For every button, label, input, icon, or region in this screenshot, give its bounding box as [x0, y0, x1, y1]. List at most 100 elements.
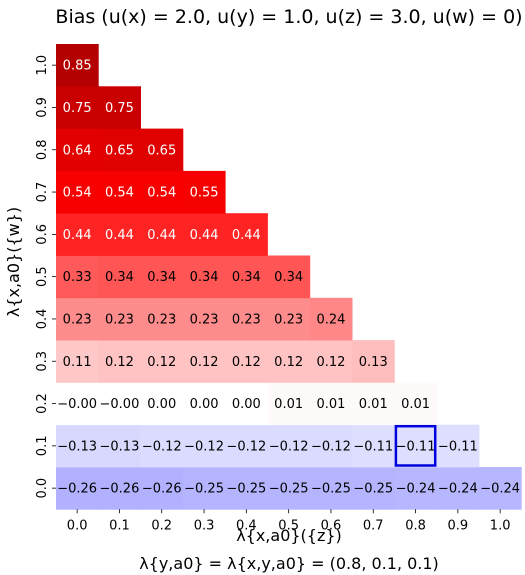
cell-value-label: 0.44 — [105, 228, 134, 243]
y-tick-label: 0.4 — [35, 309, 50, 330]
heatmap-cell-0.0-0.7 — [56, 170, 99, 214]
heatmap-cell-0.0-0.1 — [56, 424, 99, 468]
heatmap-cell-0.1-0.9 — [98, 86, 141, 129]
highlight-box — [394, 424, 437, 467]
x-tick-label: 0.5 — [278, 518, 299, 533]
cell-value-label: 0.33 — [63, 270, 92, 285]
cell-value-label: 0.01 — [401, 397, 430, 412]
cell-value-label: 0.34 — [105, 270, 134, 285]
heatmap-cell-0.6-0.2 — [309, 382, 353, 426]
heatmap-cell-0.4-0.3 — [225, 340, 268, 383]
heatmap-cell-0.1-0.5 — [98, 255, 141, 299]
cell-value-label: 0.23 — [147, 312, 176, 327]
cell-value-label: 0.34 — [147, 270, 176, 285]
cell-value-label: −0.12 — [142, 439, 182, 454]
heatmap-cell-0.6-0.1 — [309, 424, 353, 468]
cell-value-label: 0.01 — [359, 397, 388, 412]
heatmap-cell-0.4-0.2 — [225, 382, 268, 426]
cell-value-label: 0.44 — [63, 228, 92, 243]
heatmap-cell-0.9-0.1 — [436, 424, 480, 468]
cell-value-label: −0.26 — [142, 482, 182, 497]
heatmap-cell-0.1-0.0 — [98, 467, 141, 510]
x-tick-label: 0.4 — [236, 518, 257, 533]
cell-value-label: 0.13 — [359, 355, 388, 370]
x-tick-label: 0.7 — [363, 518, 384, 533]
heatmap-cell-0.0-0.8 — [56, 128, 99, 172]
heatmap-cell-0.7-0.2 — [352, 382, 395, 426]
y-tick-label: 0.0 — [35, 478, 50, 499]
cell-value-label: 0.12 — [190, 355, 219, 370]
y-axis-ticks: 0.0 0.1 0.2 0.3 0.4 0.5 0.6 0.7 0.8 0.9 1.0 — [35, 55, 56, 499]
cell-value-label: 0.23 — [232, 312, 261, 327]
cell-value-label: 0.44 — [190, 228, 219, 243]
heatmap-cell-0.6-0.0 — [309, 467, 353, 510]
cell-value-label: −0.25 — [226, 482, 266, 497]
y-tick-label: 0.5 — [35, 266, 50, 287]
cell-value-label: 0.00 — [190, 397, 219, 412]
heatmap-cell-0.5-0.0 — [267, 467, 311, 510]
heatmap-cell-0.2-0.4 — [140, 297, 184, 341]
heatmap-cell-0.5-0.3 — [267, 340, 311, 383]
y-tick-label: 0.1 — [35, 436, 50, 457]
x-tick-label: 0.8 — [405, 518, 426, 533]
heatmap-cell-0.3-0.5 — [182, 255, 226, 299]
cell-value-label: 0.64 — [63, 143, 92, 158]
y-tick-label: 0.3 — [35, 351, 50, 372]
heatmap-cell-0.7-0.1 — [352, 424, 395, 468]
heatmap-cell-0.5-0.5 — [267, 255, 311, 299]
cell-value-label: 0.01 — [316, 397, 345, 412]
cell-value-label: 0.75 — [105, 101, 134, 116]
cell-value-label: 0.75 — [63, 101, 92, 116]
heatmap-cell-0.1-0.3 — [98, 340, 141, 383]
heatmap-cell-0.5-0.1 — [267, 424, 311, 468]
heatmap-cell-1.0-0.0 — [479, 467, 522, 510]
heatmap-cell-0.4-0.5 — [225, 255, 268, 299]
heatmap-cell-0.4-0.6 — [225, 213, 268, 256]
cell-value-label: 0.01 — [274, 397, 303, 412]
heatmap-cell-0.5-0.4 — [267, 297, 311, 341]
cell-value-label: −0.00 — [100, 397, 140, 412]
heatmap-cell-0.0-0.9 — [56, 86, 99, 129]
cell-value-label: 0.12 — [232, 355, 261, 370]
x-axis-ticks: 0.0 0.1 0.2 0.3 0.4 0.5 0.6 0.7 0.8 0.9 1.0 — [67, 509, 511, 533]
heatmap-cell-0.3-0.1 — [182, 424, 226, 468]
heatmap-cell-0.4-0.0 — [225, 467, 268, 510]
heatmap-cell-0.4-0.4 — [225, 297, 268, 341]
heatmap-cell-0.8-0.1 — [394, 424, 438, 468]
cell-value-label: 0.11 — [63, 355, 92, 370]
heatmap-cell-0.6-0.4 — [309, 297, 353, 341]
cell-value-label: 0.34 — [190, 270, 219, 285]
y-tick-label: 0.6 — [35, 224, 50, 245]
heatmap-cell-0.1-0.2 — [98, 382, 141, 426]
heatmap-cell-0.5-0.2 — [267, 382, 311, 426]
cell-value-label: −0.11 — [396, 439, 436, 454]
cell-value-label: −0.12 — [311, 439, 351, 454]
cell-value-label: −0.24 — [438, 482, 478, 497]
cell-value-label: −0.11 — [438, 439, 478, 454]
y-tick-label: 0.8 — [35, 139, 50, 160]
heatmap-cell-0.3-0.6 — [182, 213, 226, 256]
cell-value-label: 0.54 — [63, 186, 92, 201]
cell-value-label: 0.12 — [147, 355, 176, 370]
cell-value-label: −0.12 — [269, 439, 309, 454]
cell-value-label: 0.65 — [105, 143, 134, 158]
cell-value-label: −0.26 — [57, 482, 97, 497]
heatmap-cell-0.3-0.3 — [182, 340, 226, 383]
heatmap-cell-0.8-0.2 — [394, 382, 438, 426]
x-tick-label: 1.0 — [490, 518, 511, 533]
cell-value-label: 0.00 — [147, 397, 176, 412]
cell-value-label: 0.85 — [63, 59, 92, 74]
cell-value-label: −0.24 — [480, 482, 520, 497]
cell-value-label: 0.54 — [105, 186, 134, 201]
chart-title: Bias (u(x) = 2.0, u(y) = 1.0, u(z) = 3.0… — [55, 6, 522, 28]
cell-value-label: −0.12 — [226, 439, 266, 454]
heatmap-cell-0.2-0.5 — [140, 255, 184, 299]
heatmap-cell-0.6-0.3 — [309, 340, 353, 383]
heatmap-cell-0.1-0.1 — [98, 424, 141, 468]
cell-value-label: −0.25 — [184, 482, 224, 497]
heatmap-cell-0.3-0.7 — [182, 170, 226, 214]
heatmap-cell-0.0-0.3 — [56, 340, 99, 383]
cell-value-label: 0.24 — [316, 312, 345, 327]
cell-value-label: −0.24 — [396, 482, 436, 497]
